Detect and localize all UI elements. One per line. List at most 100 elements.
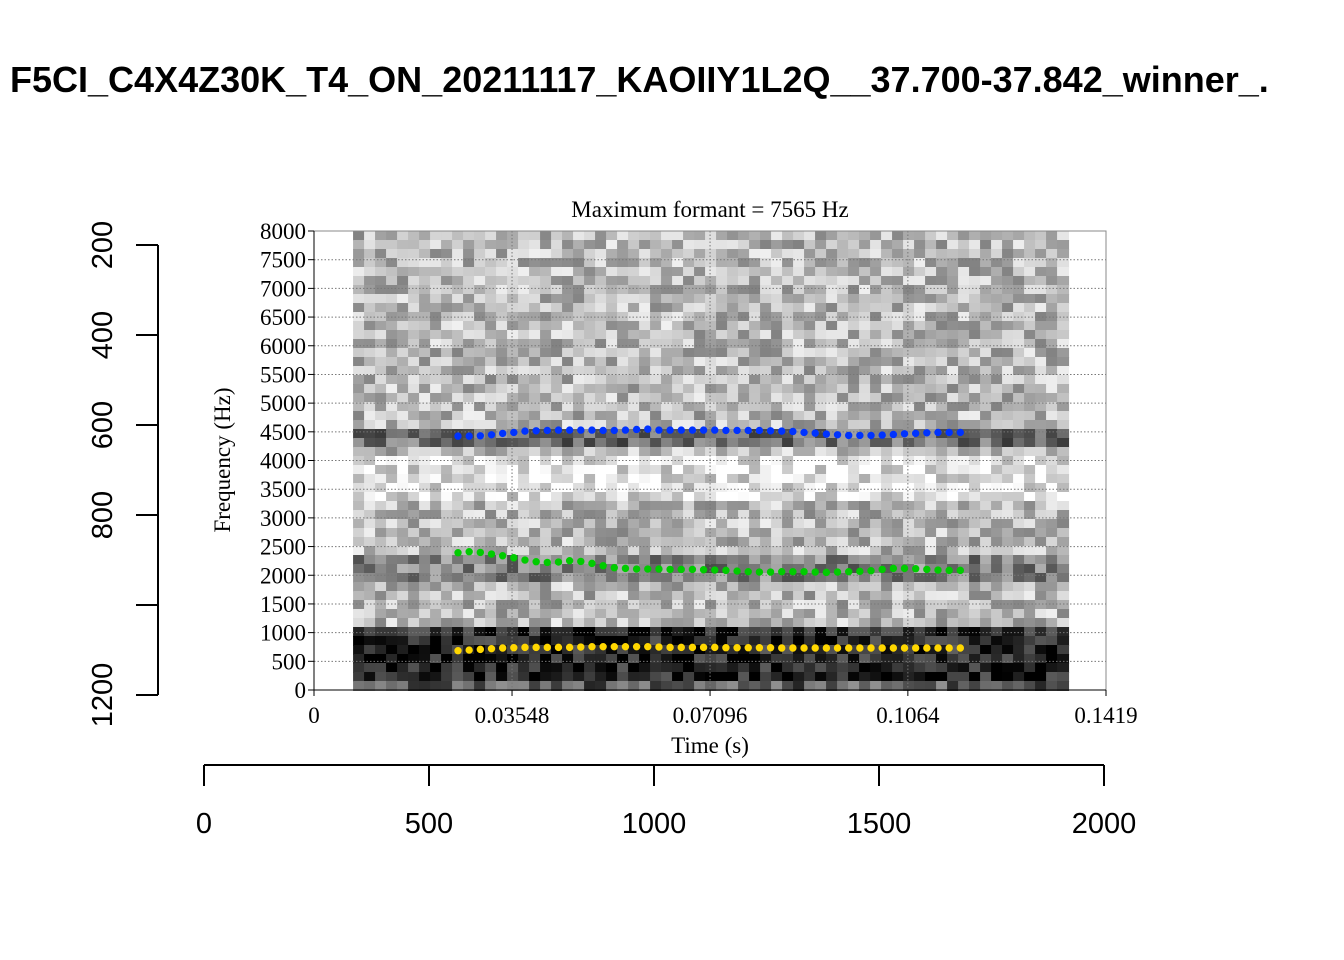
spectrogram-cell [804,663,817,673]
spectrogram-cell [958,375,971,385]
spectrogram-cell [485,537,498,547]
spectrogram-cell [452,663,465,673]
spectrogram-cell [1035,573,1048,583]
spectrogram-cell [760,537,773,547]
spectrogram-cell [1002,555,1015,565]
spectrogram-cell [870,672,883,682]
spectrogram-cell [419,339,432,349]
spectrogram-cell [496,285,509,295]
spectrogram-cell [639,618,652,628]
spectrogram-cell [903,474,916,484]
spectrogram-cell [474,672,487,682]
spectrogram-cell [1024,474,1037,484]
spectrogram-cell [441,609,454,619]
spectrogram-cell [397,393,410,403]
spectrogram-cell [562,285,575,295]
spectrogram-cell [705,654,718,664]
spectrogram-cell [760,303,773,313]
spectrogram-cell [749,510,762,520]
spectrogram-cell [661,276,674,286]
spectrogram-cell [485,402,498,412]
spectrogram-cell [826,375,839,385]
spectrogram-cell [1035,384,1048,394]
spectrogram-cell [760,438,773,448]
spectrogram-cell [650,663,663,673]
spectrogram-cell [606,600,619,610]
spectrogram-cell [441,276,454,286]
spectrogram-cell [892,303,905,313]
spectrogram-cell [837,420,850,430]
spectrogram-cell [474,510,487,520]
spectrogram-cell [705,249,718,259]
spectrogram-cell [1046,564,1059,574]
spectrogram-cell [782,501,795,511]
spectrogram-cell [584,420,597,430]
spectrogram-cell [925,240,938,250]
spectrogram-cell [738,492,751,502]
spectrogram-cell [518,384,531,394]
formant-point-f1 [621,642,630,651]
spectrogram-cell [1002,429,1015,439]
spectrogram-cell [606,510,619,520]
spectrogram-cell [683,645,696,655]
spectrogram-cell [947,393,960,403]
spectrogram-cell [870,483,883,493]
spectrogram-cell [969,303,982,313]
spectrogram-cell [958,258,971,268]
spectrogram-cell [925,573,938,583]
spectrogram-cell [386,600,399,610]
spectrogram-cell [540,474,553,484]
formant-point-f2 [599,562,607,570]
spectrogram-cell [804,636,817,646]
formant-point-f1 [554,643,563,652]
spectrogram-cell [617,276,630,286]
formant-point-f3 [666,426,674,434]
spectrogram-cell [870,240,883,250]
spectrogram-cell [716,681,729,691]
spectrogram-cell [1002,321,1015,331]
spectrogram-cell [1035,474,1048,484]
spectrogram-cell [958,465,971,475]
spectrogram-cell [386,609,399,619]
spectrogram-cell [760,321,773,331]
spectrogram-cell [375,591,388,601]
spectrogram-cell [430,231,443,241]
spectrogram-cell [408,312,421,322]
spectrogram-cell [639,627,652,637]
spectrogram-cell [595,375,608,385]
formant-point-f3 [911,429,920,438]
spectrogram-cell [617,357,630,367]
spectrogram-cell [408,447,421,457]
spectrogram-cell [474,492,487,502]
spectrogram-cell [672,672,685,682]
spectrogram-cell [485,582,498,592]
spectrogram-cell [1035,609,1048,619]
spectrogram-cell [1002,681,1015,691]
spectrogram-cell [903,645,916,655]
spectrogram-cell [584,330,597,340]
spectrogram-cell [980,510,993,520]
spectrogram-cell [386,384,399,394]
spectrogram-cell [793,591,806,601]
spectrogram-cell [1024,339,1037,349]
spectrogram-cell [419,627,432,637]
spectrogram-cell [661,663,674,673]
spectrogram-cell [837,375,850,385]
spectrogram-cell [958,654,971,664]
spectrogram-cell [639,366,652,376]
spectrogram-cell [727,573,740,583]
spectrogram-cell [639,474,652,484]
spectrogram-cell [650,321,663,331]
spectrogram-cell [463,573,476,583]
spectrogram-cell [661,492,674,502]
spectrogram-cell [683,285,696,295]
spectrogram-cell [870,492,883,502]
spectrogram-cell [881,501,894,511]
spectrogram-cell [936,447,949,457]
spectrogram-cell [573,429,586,439]
spectrogram-cell [727,438,740,448]
spectrogram-cell [452,357,465,367]
spectrogram-cell [650,645,663,655]
spectrogram-cell [914,618,927,628]
spectrogram-cell [452,402,465,412]
